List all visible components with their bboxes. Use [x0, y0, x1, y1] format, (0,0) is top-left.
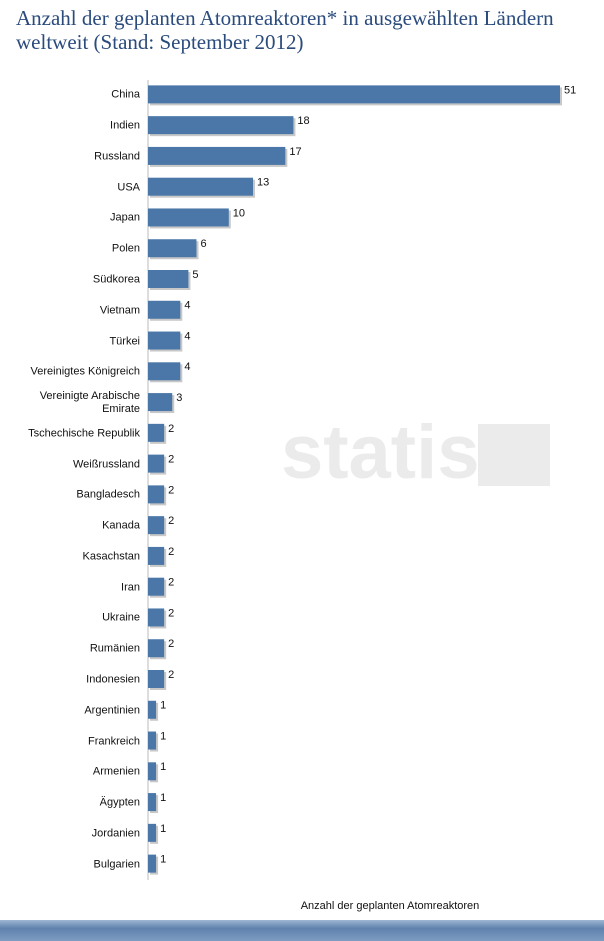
- value-label: 18: [297, 115, 309, 127]
- category-label: Vereinigte Arabische Emirate: [39, 390, 140, 416]
- category-label: Südkorea: [92, 273, 140, 286]
- value-label: 4: [184, 330, 190, 342]
- bar: [148, 239, 197, 258]
- category-label: Ukraine: [102, 611, 140, 624]
- chart-title: Anzahl der geplanten Atomreaktoren* in a…: [16, 6, 554, 54]
- category-label: Japan: [110, 211, 140, 224]
- bar: [148, 608, 165, 627]
- bar: [148, 485, 165, 504]
- value-label: 4: [184, 361, 190, 373]
- bar: [148, 300, 181, 319]
- value-label: 2: [168, 546, 174, 558]
- value-label: 5: [192, 269, 198, 281]
- bar: [148, 208, 229, 227]
- value-label: 2: [168, 423, 174, 435]
- bar: [148, 854, 157, 873]
- value-label: 1: [160, 730, 166, 742]
- bar: [148, 362, 181, 381]
- category-label: Ägypten: [99, 796, 140, 809]
- category-label: Vietnam: [99, 304, 140, 317]
- category-label: Iran: [121, 581, 140, 594]
- value-label: 1: [160, 761, 166, 773]
- value-label: 1: [160, 823, 166, 835]
- category-label: Kasachstan: [82, 550, 140, 563]
- value-label: 2: [168, 577, 174, 589]
- bar: [148, 762, 157, 781]
- bar: [148, 670, 165, 688]
- value-label: 1: [160, 854, 166, 866]
- bar: [148, 639, 165, 658]
- bar: [148, 270, 189, 288]
- value-label: 2: [168, 669, 174, 681]
- value-label: 17: [289, 146, 301, 158]
- category-label: Russland: [94, 150, 140, 163]
- category-label: Armenien: [92, 765, 140, 778]
- bar: [148, 146, 286, 165]
- value-label: 1: [160, 792, 166, 804]
- bar: [148, 116, 294, 135]
- footer-band: [0, 920, 604, 941]
- category-label: Bangladesch: [76, 488, 140, 501]
- category-label: Kanada: [102, 519, 140, 532]
- value-label: 4: [184, 300, 190, 312]
- value-label: 2: [168, 454, 174, 466]
- value-label: 2: [168, 515, 174, 527]
- category-label: Argentinien: [84, 704, 140, 717]
- x-axis-label: Anzahl der geplanten Atomreaktoren: [301, 900, 480, 912]
- bar: [148, 700, 157, 719]
- category-label: Indien: [110, 119, 140, 132]
- bar: [148, 454, 165, 473]
- value-label: 1: [160, 700, 166, 712]
- value-label: 2: [168, 607, 174, 619]
- category-label: Türkei: [109, 335, 140, 348]
- category-label: USA: [117, 181, 140, 194]
- category-label: Tschechische Republik: [28, 427, 140, 440]
- bar: [148, 177, 254, 196]
- category-label: Indonesien: [86, 673, 140, 686]
- category-label: Bulgarien: [93, 858, 140, 871]
- bar: [148, 393, 173, 412]
- category-label: Vereinigtes Königreich: [30, 365, 140, 378]
- value-label: 6: [200, 238, 206, 250]
- bar: [148, 516, 165, 535]
- value-label: 3: [176, 392, 182, 404]
- bar: [148, 793, 157, 812]
- category-label: Polen: [111, 242, 140, 255]
- bar: [148, 331, 181, 350]
- bar: [148, 546, 165, 565]
- bar: [148, 423, 165, 442]
- category-label: Jordanien: [91, 827, 140, 840]
- bar: [148, 577, 165, 596]
- watermark-logo: [478, 424, 550, 486]
- value-label: 2: [168, 484, 174, 496]
- bar: [148, 85, 560, 104]
- value-label: 13: [257, 177, 269, 189]
- category-label: China: [111, 88, 140, 101]
- value-label: 2: [168, 638, 174, 650]
- bar: [148, 823, 157, 842]
- bar: [148, 731, 157, 750]
- value-label: 51: [564, 84, 576, 96]
- category-label: Weißrussland: [72, 458, 140, 471]
- category-label: Frankreich: [88, 735, 140, 748]
- category-label: Rumänien: [89, 642, 140, 655]
- value-label: 10: [233, 207, 245, 219]
